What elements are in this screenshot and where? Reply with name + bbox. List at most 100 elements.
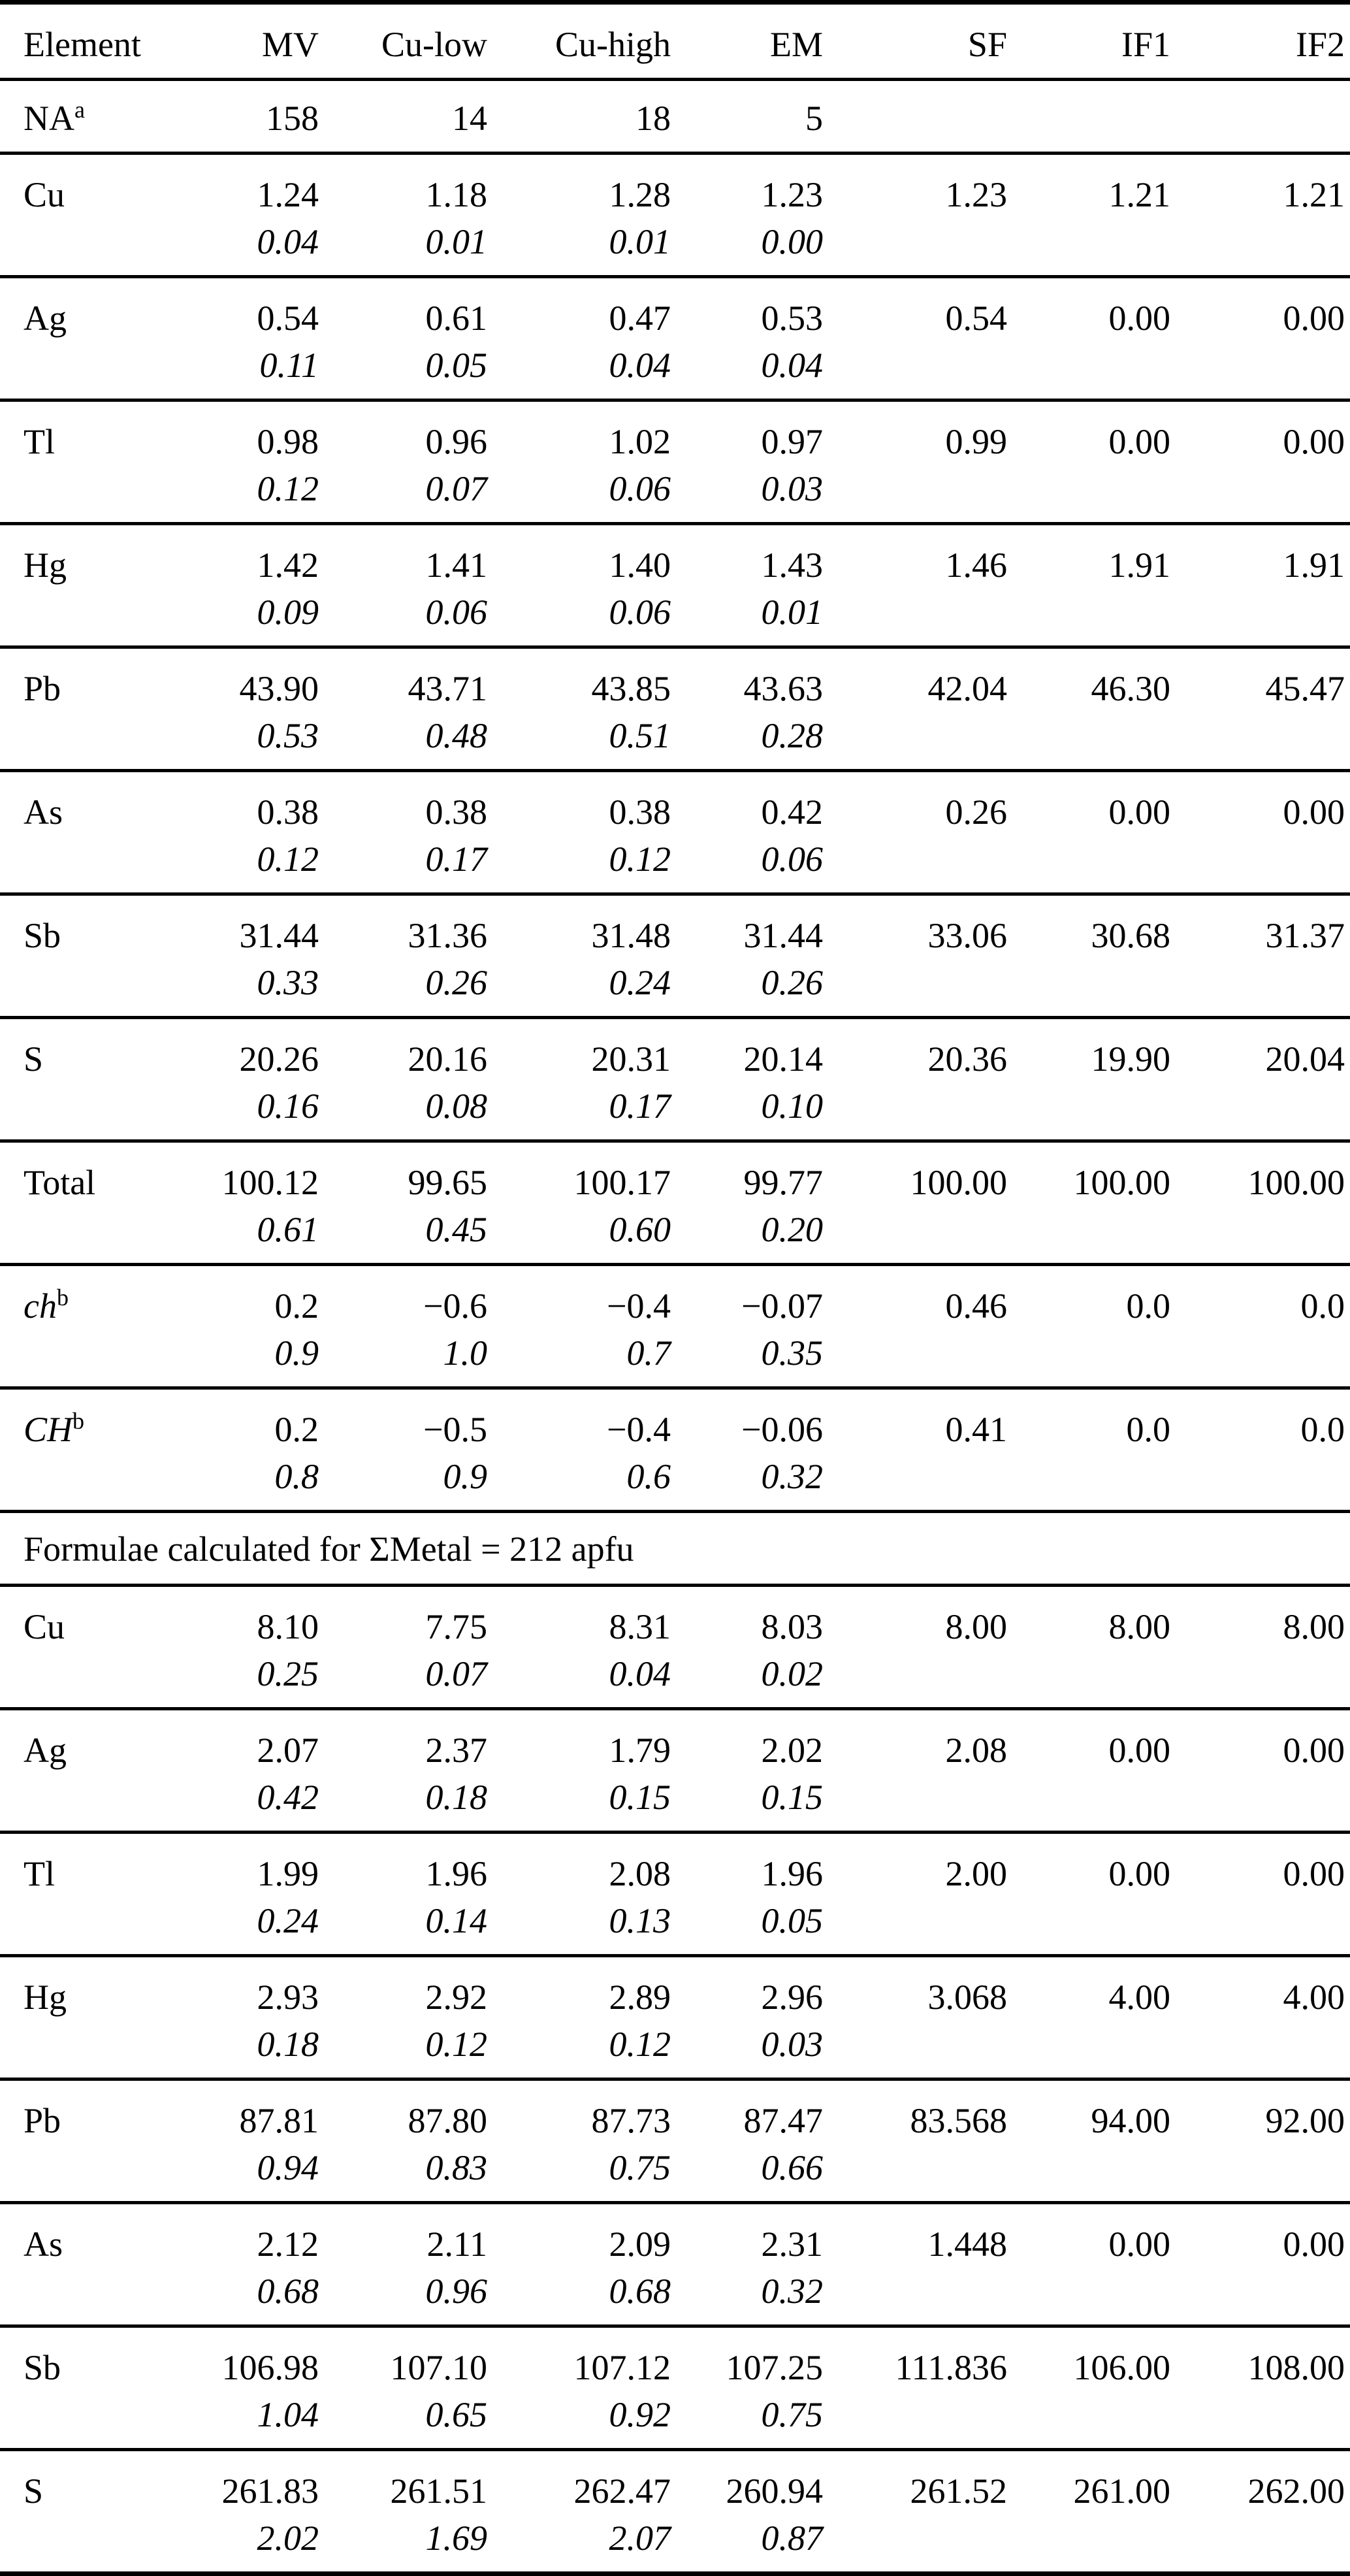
value-cell: 0.46	[945, 1286, 1008, 1326]
value-row: Total 100.12 99.65 100.17 99.77 100.00 100.00 1…	[0, 1141, 1350, 1207]
value-cell: 83.568	[910, 2101, 1008, 2140]
value-cell: 0.2	[274, 1286, 319, 1326]
value-cell: 100.00	[910, 1163, 1008, 1202]
value-row: Cu 1.24 1.18 1.28 1.23 1.23 1.21 1.21	[0, 154, 1350, 219]
std-cell: 0.01	[425, 222, 488, 261]
std-cell	[1176, 1897, 1350, 1956]
footnote-marker: b	[56, 1284, 69, 1311]
value-row: Sb 106.98 107.10 107.12 107.25 111.836 106.00 1…	[0, 2326, 1350, 2392]
row-label-text: Sb	[24, 2348, 61, 2387]
std-cell	[828, 1774, 1012, 1833]
value-cell: 0.47	[609, 299, 671, 338]
row-label-spacer	[0, 589, 163, 647]
std-cell: 0.04	[609, 346, 671, 385]
std-cell: 0.01	[761, 593, 824, 632]
value-cell: −0.4	[607, 1410, 671, 1449]
value-cell: 0.38	[609, 792, 671, 832]
value-cell: 262.00	[1247, 2471, 1345, 2511]
row-label: S	[0, 2450, 163, 2515]
value-row: Hg 1.42 1.41 1.40 1.43 1.46 1.91 1.91	[0, 524, 1350, 589]
row-group-tl: Tl 1.99 1.96 2.08 1.96 2.00 0.00 0.00 0.24 0.14 0.…	[0, 1832, 1350, 1956]
std-cell: 0.7	[626, 1333, 671, 1373]
std-cell: 0.04	[609, 1654, 671, 1693]
row-label-spacer	[0, 1897, 163, 1956]
std-cell: 1.04	[257, 2395, 319, 2434]
value-cell: 5	[805, 99, 823, 138]
column-header-sf: SF	[967, 25, 1007, 64]
row-label-text: Sb	[24, 916, 61, 955]
std-row: 0.18 0.12 0.12 0.03	[0, 2021, 1350, 2079]
value-cell: 0.54	[257, 299, 319, 338]
value-cell: 31.36	[408, 916, 488, 955]
std-cell: 0.6	[626, 1457, 671, 1496]
value-row: chb 0.2 −0.6 −0.4 −0.07 0.46 0.0 0.0	[0, 1265, 1350, 1330]
std-cell: 0.14	[425, 1901, 488, 1940]
value-cell: 43.90	[239, 669, 319, 708]
std-cell: 0.9	[274, 1333, 319, 1373]
value-cell: 1.43	[761, 546, 824, 585]
std-row: 0.16 0.08 0.17 0.10	[0, 1083, 1350, 1141]
row-label-text: Pb	[24, 669, 61, 708]
std-cell: 0.10	[761, 1086, 824, 1126]
row-label: Pb	[0, 647, 163, 713]
section-header-row: Formulae calculated for ΣMetal = 212 apf…	[0, 1512, 1350, 1586]
row-label-spacer	[0, 836, 163, 894]
value-cell: 43.71	[408, 669, 488, 708]
std-cell: 0.06	[609, 593, 671, 632]
value-cell: 31.37	[1265, 916, 1345, 955]
std-cell	[1176, 589, 1350, 647]
row-label-text: S	[24, 2471, 44, 2511]
value-cell: 100.00	[1247, 1163, 1345, 1202]
value-cell: 106.98	[221, 2348, 319, 2387]
row-label: Hg	[0, 1956, 163, 2021]
row-label-spacer	[0, 712, 163, 771]
row-group-ag: Ag 0.54 0.61 0.47 0.53 0.54 0.00 0.00 0.11 0.05 0.…	[0, 276, 1350, 400]
std-cell: 2.07	[609, 2519, 671, 2558]
std-cell	[828, 218, 1012, 277]
value-cell: 0.00	[1283, 1731, 1345, 1770]
std-cell	[1012, 589, 1176, 647]
std-cell	[828, 2144, 1012, 2203]
value-cell: 1.96	[761, 1854, 824, 1893]
row-group-hg: Hg 1.42 1.41 1.40 1.43 1.46 1.91 1.91 0.09 0.06 0.…	[0, 523, 1350, 647]
value-row: As 2.12 2.11 2.09 2.31 1.448 0.00 0.00	[0, 2203, 1350, 2268]
std-cell: 0.17	[609, 1086, 671, 1126]
std-cell	[828, 959, 1012, 1018]
std-row: 0.94 0.83 0.75 0.66	[0, 2144, 1350, 2203]
std-cell	[828, 1650, 1012, 1709]
std-cell	[1012, 2515, 1176, 2574]
std-cell	[1176, 836, 1350, 894]
std-cell: 0.07	[425, 1654, 488, 1693]
value-cell: 1.40	[609, 546, 671, 585]
std-cell	[828, 2515, 1012, 2574]
std-cell	[1176, 1206, 1350, 1265]
row-label-spacer	[0, 1774, 163, 1833]
row-group-s: S 261.83 261.51 262.47 260.94 261.52 261.00 262…	[0, 2449, 1350, 2574]
value-cell: 2.37	[425, 1731, 488, 1770]
column-header-em: EM	[770, 25, 823, 64]
std-cell	[1176, 465, 1350, 524]
header-row: Element MV Cu-low Cu-high EM SF IF1 IF2	[0, 3, 1350, 80]
row-label-spacer	[0, 218, 163, 277]
std-cell	[1012, 2268, 1176, 2326]
std-cell: 0.03	[761, 469, 824, 508]
std-row: 0.61 0.45 0.60 0.20	[0, 1206, 1350, 1265]
value-row: CHb 0.2 −0.5 −0.4 −0.06 0.41 0.0 0.0	[0, 1388, 1350, 1454]
value-cell: 0.61	[425, 299, 488, 338]
value-cell: −0.4	[607, 1286, 671, 1326]
value-cell: −0.06	[741, 1410, 823, 1449]
value-cell: 92.00	[1265, 2101, 1345, 2140]
value-cell: 0.00	[1108, 299, 1171, 338]
value-cell: 0.2	[274, 1410, 319, 1449]
value-row: Cu 8.10 7.75 8.31 8.03 8.00 8.00 8.00	[0, 1586, 1350, 1651]
column-header-cu-low: Cu-low	[381, 25, 487, 64]
std-cell: 0.28	[761, 716, 824, 755]
std-cell: 0.06	[425, 593, 488, 632]
value-cell: 18	[635, 99, 671, 138]
row-group-ch: chb 0.2 −0.6 −0.4 −0.07 0.46 0.0 0.0 0.9 1.0 0.7 0.…	[0, 1264, 1350, 1388]
std-cell	[828, 589, 1012, 647]
std-cell: 0.12	[257, 469, 319, 508]
value-cell	[1012, 80, 1176, 154]
std-cell	[1176, 2515, 1350, 2574]
value-cell: 111.836	[895, 2348, 1008, 2387]
